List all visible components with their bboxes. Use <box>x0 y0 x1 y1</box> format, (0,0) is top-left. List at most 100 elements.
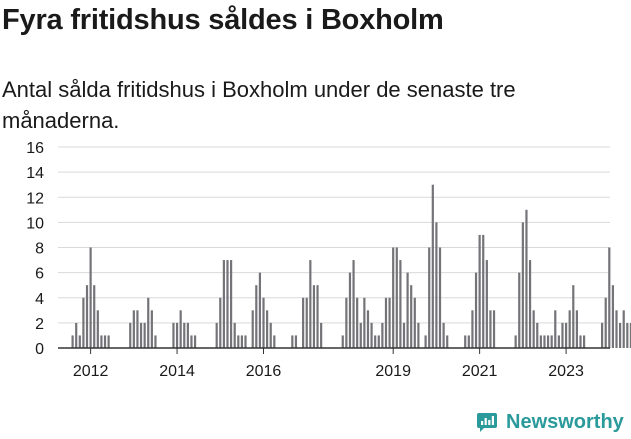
bar <box>619 322 622 348</box>
bar <box>244 335 247 348</box>
chart-subtitle: Antal sålda fritidshus i Boxholm under d… <box>2 77 516 133</box>
bar <box>147 297 150 348</box>
bar <box>136 310 139 348</box>
bar <box>388 297 391 348</box>
bar <box>424 335 427 348</box>
bar <box>341 335 344 348</box>
bar <box>554 310 557 348</box>
bar <box>262 297 265 348</box>
bar <box>186 322 189 348</box>
bar <box>226 260 229 348</box>
bar <box>442 322 445 348</box>
bar <box>273 335 276 348</box>
bar <box>582 335 586 348</box>
bar <box>269 322 272 348</box>
bar <box>514 335 517 348</box>
bar <box>608 247 611 348</box>
bar <box>381 322 384 348</box>
bar <box>406 272 409 348</box>
y-tick-label: 8 <box>35 241 44 258</box>
y-tick-label: 6 <box>35 266 44 283</box>
bar <box>478 234 481 348</box>
bar <box>471 310 474 348</box>
bar <box>374 335 377 348</box>
bar <box>103 335 107 348</box>
bar <box>492 310 496 348</box>
bar <box>82 297 85 348</box>
bar <box>485 260 488 348</box>
bar <box>345 297 348 348</box>
y-tick-label: 10 <box>26 215 44 232</box>
bar <box>366 310 370 348</box>
bar <box>525 209 528 348</box>
bar <box>143 322 146 348</box>
bar <box>193 335 197 348</box>
y-tick-label: 12 <box>26 190 44 207</box>
bar <box>604 297 607 348</box>
bar <box>532 310 535 348</box>
bar <box>464 335 467 348</box>
bar <box>413 297 416 348</box>
x-tick-label: 2019 <box>375 363 411 380</box>
chart-title: Fyra fritidshus såldes i Boxholm <box>2 4 444 36</box>
bar <box>71 335 74 348</box>
bar <box>446 335 449 348</box>
newsworthy-logo[interactable]: Newsworthy <box>476 409 624 435</box>
bar <box>575 310 578 348</box>
bar <box>370 322 373 348</box>
bar <box>312 285 316 348</box>
bar <box>402 322 406 348</box>
bar <box>150 310 153 348</box>
bar <box>215 322 218 348</box>
bar <box>417 322 420 348</box>
bar <box>251 310 254 348</box>
bar <box>139 322 143 348</box>
bar <box>438 247 442 348</box>
bar <box>428 247 431 348</box>
bar <box>359 322 362 348</box>
brand-name: Newsworthy <box>506 410 624 433</box>
bar <box>482 234 485 348</box>
bar <box>100 335 103 348</box>
bar <box>474 272 478 348</box>
bar <box>305 297 308 348</box>
bar <box>546 335 550 348</box>
bar <box>489 310 492 348</box>
bar <box>352 260 355 348</box>
bar <box>467 335 470 348</box>
bar <box>85 285 89 348</box>
x-tick-label: 2012 <box>73 363 109 380</box>
bar <box>107 335 110 348</box>
bar <box>258 272 262 348</box>
bar <box>190 335 193 348</box>
bar <box>237 335 240 348</box>
bar <box>550 335 553 348</box>
bar <box>557 335 560 348</box>
x-tick-label: 2014 <box>159 363 195 380</box>
bar <box>615 310 618 348</box>
bar <box>539 335 542 348</box>
bar <box>410 285 413 348</box>
bar <box>219 297 222 348</box>
x-tick-label: 2023 <box>548 363 584 380</box>
bar <box>93 285 96 348</box>
bar <box>622 310 625 348</box>
bar <box>431 184 434 348</box>
bar <box>579 335 582 348</box>
bar <box>309 260 312 348</box>
x-tick-label: 2016 <box>246 363 282 380</box>
bar <box>561 322 564 348</box>
bar <box>363 297 366 348</box>
bar <box>132 310 135 348</box>
bar <box>255 285 258 348</box>
bar <box>435 222 438 348</box>
bar <box>521 222 524 348</box>
bar <box>568 310 571 348</box>
bar <box>89 247 92 348</box>
bar <box>240 335 244 348</box>
bar <box>172 322 175 348</box>
bar <box>320 322 323 348</box>
y-tick-label: 14 <box>26 165 44 182</box>
bar <box>294 335 298 348</box>
bar <box>528 260 532 348</box>
